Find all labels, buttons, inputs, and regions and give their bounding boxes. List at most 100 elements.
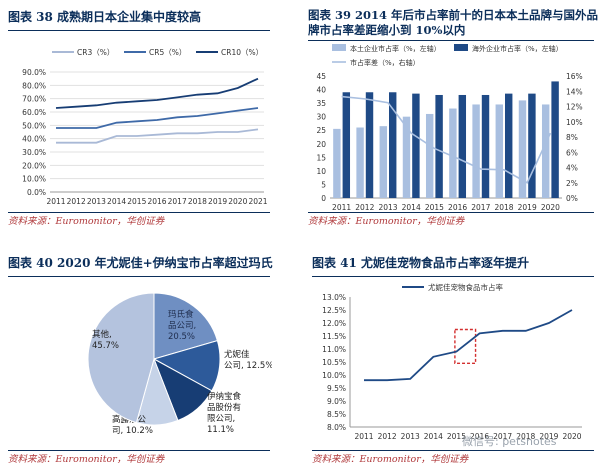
chart39-bottom-rule — [308, 212, 594, 213]
chart40-slice-label-0: 20.5% — [168, 332, 195, 342]
chart41-xtick-label: 2019 — [539, 432, 558, 441]
chart39-bar-s0 — [449, 108, 457, 198]
chart40-title-rule — [8, 276, 270, 277]
chart40-slice-label-4: 45.7% — [92, 341, 119, 351]
chart39-bar-s0 — [402, 116, 411, 198]
chart39-xtick-label: 2019 — [518, 203, 537, 212]
chart40-bottom-rule — [8, 450, 270, 451]
chart41-xtick-label: 2017 — [493, 432, 512, 441]
chart38-ytick-label: 10.0% — [22, 175, 46, 184]
chart38-ytick-label: 20.0% — [22, 161, 46, 170]
chart40-slice-label-2: 11.1% — [207, 425, 234, 435]
chart41-xtick-label: 2014 — [424, 432, 443, 441]
chart38-xtick-label: 2016 — [147, 197, 166, 206]
chart39-bar-s1 — [505, 93, 513, 198]
chart39-xtick-label: 2018 — [494, 203, 513, 212]
chart41-ytick-label: 12.0% — [322, 319, 346, 328]
chart39-bar-s1 — [551, 81, 559, 198]
chart38-bottom-rule — [8, 212, 270, 213]
chart38-xtick-label: 2020 — [228, 197, 247, 206]
chart39-bar-s0 — [425, 113, 434, 198]
chart39-bar-s1 — [458, 94, 467, 198]
chart38-legend-label-2: CR10（%） — [221, 48, 263, 57]
chart39-bar-s0 — [333, 128, 341, 198]
chart39-bar-s1 — [412, 93, 420, 198]
chart39-right-ytick-label: 2% — [566, 179, 578, 188]
chart39-legend-swatch-0 — [332, 44, 346, 51]
chart39-title-line1: 图表 39 2014 年后市占率前十的日本本土品牌与国外品 — [308, 8, 599, 22]
chart40-slice-label-0: 玛氏食 — [168, 309, 194, 320]
chart41-title-rule — [312, 276, 594, 277]
chart38-xtick-label: 2021 — [248, 197, 267, 206]
chart41-bottom-rule — [312, 450, 594, 451]
chart40-slice-label-4: 其他, — [92, 329, 112, 340]
chart38-ytick-label: 0.0% — [27, 188, 46, 197]
chart40-slice-label-1: 尤妮佳 — [224, 349, 250, 360]
chart39-left-ytick-label: 40 — [316, 86, 326, 95]
chart39-left-ytick-label: 0 — [321, 194, 326, 203]
chart39-xtick-label: 2020 — [541, 203, 560, 212]
chart41-ytick-label: 10.0% — [322, 371, 346, 380]
chart39-xtick-label: 2016 — [448, 203, 467, 212]
chart39-bar-s0 — [379, 126, 387, 198]
chart38-xtick-label: 2011 — [46, 197, 65, 206]
chart39-source: 资料来源：Euromonitor，华创证券 — [308, 216, 465, 227]
chart39-bar-line-chart: 0 5 10 15 20 25 30 35 40 45 0% 2% 4% 6% 8% 10% 12% 14% 16%… — [316, 44, 583, 212]
chart39-left-ytick-label: 35 — [316, 99, 326, 108]
chart40-slice-label-1: 公司, 12.5% — [224, 361, 272, 371]
chart39-left-ytick-label: 25 — [316, 126, 326, 135]
chart39-bar-s1 — [528, 93, 536, 198]
chart40-slice-label-0: 品公司, — [168, 321, 196, 331]
chart41-highlight-box — [454, 328, 477, 364]
chart41-series-line — [364, 309, 573, 382]
watermark: 微信号: petsnotes — [462, 435, 557, 448]
chart39-diff-line — [341, 95, 552, 184]
chart39-xtick-label: 2014 — [402, 203, 421, 212]
chart41-legend-label: 尤妮佳宠物食品市占率 — [428, 282, 503, 292]
chart39-left-ytick-label: 10 — [316, 167, 326, 176]
chart39-right-ytick-label: 8% — [566, 133, 578, 142]
chart39-right-ytick-label: 16% — [566, 72, 583, 81]
chart39-title-rule — [308, 40, 594, 41]
chart38-xtick-label: 2017 — [168, 197, 187, 206]
chart38-legend-label-1: CR5（%） — [149, 48, 186, 57]
chart39-left-ytick-label: 20 — [316, 140, 326, 149]
chart41-source: 资料来源：Euromonitor，华创证券 — [312, 454, 469, 465]
chart39-bar-s1 — [389, 92, 397, 198]
chart39-legend-swatch-1 — [454, 44, 468, 51]
chart39-right-ytick-label: 14% — [566, 87, 583, 96]
chart39-right-ytick-label: 4% — [566, 164, 578, 173]
chart39-bar-s0 — [472, 104, 480, 198]
chart38-legend-label-0: CR3（%） — [77, 48, 114, 57]
chart41-ytick-label: 11.5% — [322, 332, 346, 341]
chart41-xtick-label: 2016 — [470, 432, 489, 441]
chart38-ytick-label: 50.0% — [22, 121, 46, 130]
chart39-left-ytick-label: 30 — [316, 113, 326, 122]
chart39-bar-s1 — [365, 92, 374, 198]
chart41-ytick-label: 11.0% — [322, 345, 346, 354]
chart38-xtick-label: 2012 — [67, 197, 86, 206]
chart38-series-line-1 — [56, 107, 259, 129]
chart39-xtick-label: 2012 — [355, 203, 374, 212]
chart38-ytick-label: 90.0% — [22, 68, 46, 77]
chart41-ytick-label: 13.0% — [322, 293, 346, 302]
chart41-xtick-label: 2012 — [378, 432, 397, 441]
chart39-right-ytick-label: 6% — [566, 148, 578, 157]
chart39-legend-label-1: 海外企业市占率（%，左轴） — [472, 44, 563, 53]
chart38-ytick-label: 30.0% — [22, 148, 46, 157]
chart41-xtick-label: 2011 — [354, 432, 373, 441]
chart39-title-line2: 牌市占率差距缩小到 10%以内 — [308, 23, 466, 37]
chart38-xtick-label: 2019 — [208, 197, 227, 206]
chart41-ytick-label: 10.5% — [322, 358, 346, 367]
chart39-bar-s1 — [435, 94, 443, 198]
chart38-line-chart: 0.0% 10.0% 20.0% 30.0% 40.0% 50.0% 60.0% 70.0% 8… — [22, 48, 268, 206]
chart40-source: 资料来源：Euromonitor，华创证券 — [8, 454, 165, 465]
chart40-slice-label-2: 限公司, — [207, 414, 235, 424]
chart41-title: 图表 41 尤妮佳宠物食品市占率逐年提升 — [312, 256, 530, 270]
chart38-ytick-label: 70.0% — [22, 95, 46, 104]
chart41-xtick-label: 2020 — [562, 432, 581, 441]
chart40-slice-label-3: 司, 10.2% — [112, 426, 153, 436]
chart38-title: 图表 38 成熟期日本企业集中度较高 — [8, 10, 202, 24]
chart39-right-ytick-label: 12% — [566, 103, 583, 112]
